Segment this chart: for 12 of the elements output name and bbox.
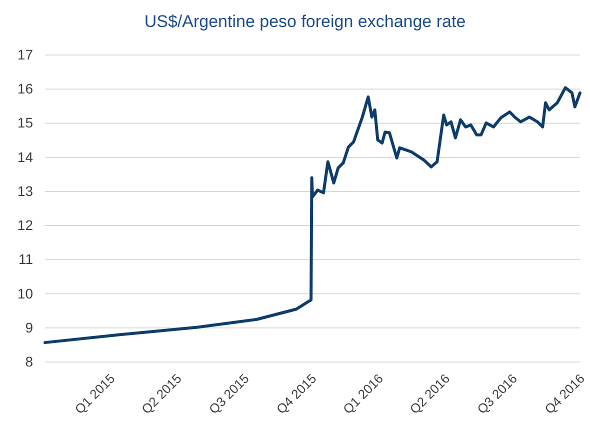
y-tick-label: 16	[17, 80, 34, 97]
y-tick-label: 9	[25, 319, 34, 336]
y-tick-label: 13	[17, 182, 34, 199]
y-tick-label: 17	[17, 46, 34, 62]
y-tick-label: 10	[17, 285, 34, 302]
y-tick-label: 11	[18, 251, 34, 268]
y-tick-label: 15	[17, 114, 34, 131]
line-series	[44, 86, 582, 344]
y-tick-label: 12	[17, 217, 34, 234]
chart-title: US$/Argentine peso foreign exchange rate	[144, 12, 466, 31]
y-tick-label: 14	[17, 148, 34, 165]
y-tick-label: 8	[25, 353, 34, 370]
